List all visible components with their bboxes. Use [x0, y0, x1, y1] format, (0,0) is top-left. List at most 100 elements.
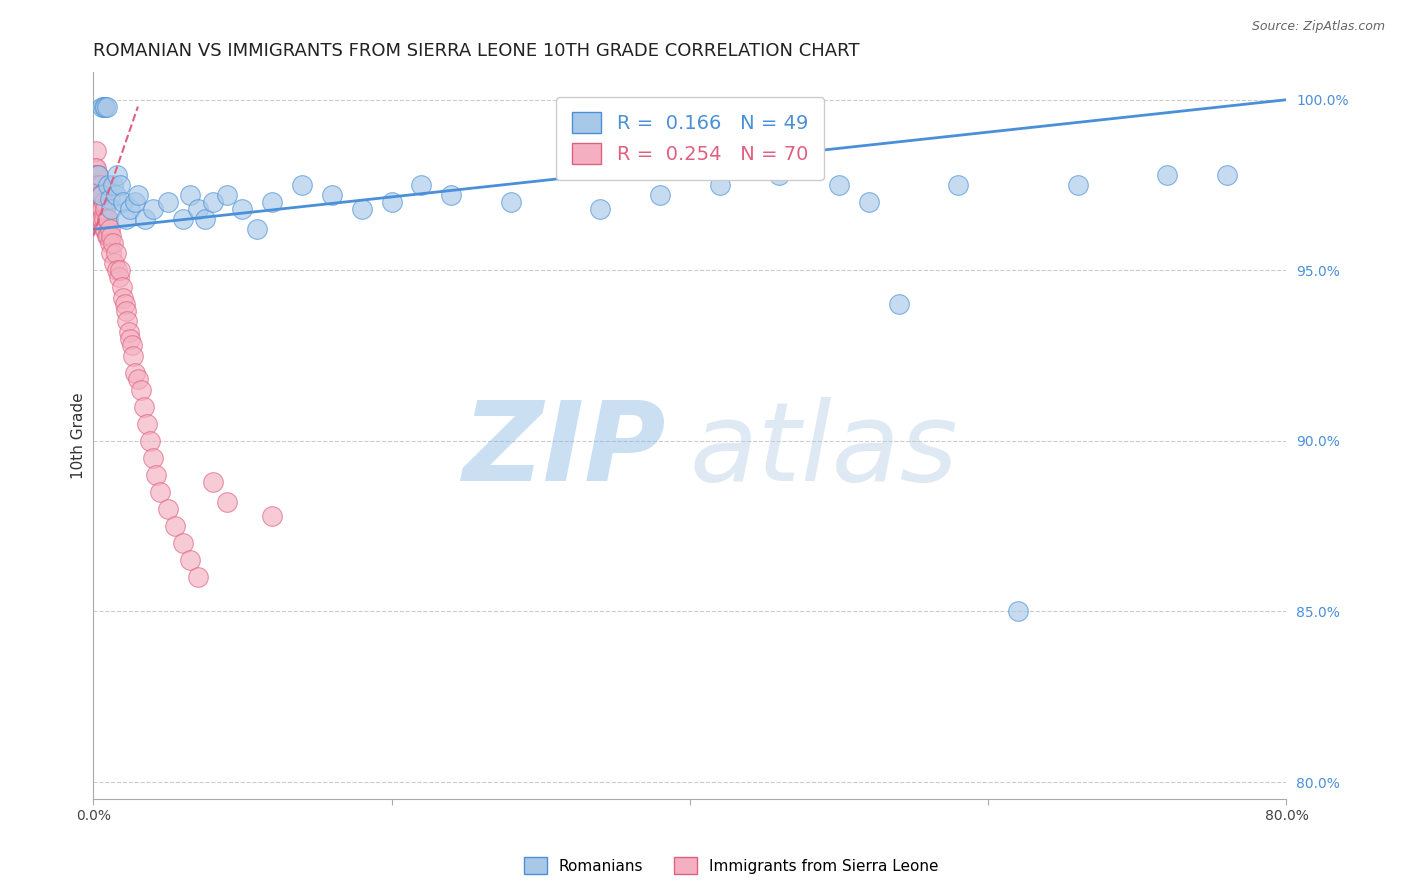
- Point: [145, 467, 167, 482]
- Point: [217, 188, 239, 202]
- Point: [101, 178, 124, 192]
- Point: [768, 168, 790, 182]
- Y-axis label: 10th Grade: 10th Grade: [72, 392, 86, 479]
- Point: [94, 202, 117, 216]
- Text: atlas: atlas: [690, 397, 959, 504]
- Point: [93, 212, 115, 227]
- Point: [179, 553, 201, 567]
- Point: [648, 188, 671, 202]
- Point: [91, 99, 114, 113]
- Legend: Romanians, Immigrants from Sierra Leone: Romanians, Immigrants from Sierra Leone: [517, 851, 945, 880]
- Point: [1066, 178, 1088, 192]
- Point: [83, 161, 105, 175]
- Point: [117, 314, 139, 328]
- Point: [97, 178, 120, 192]
- Point: [93, 222, 115, 236]
- Point: [217, 495, 239, 509]
- Point: [858, 195, 880, 210]
- Point: [187, 202, 209, 216]
- Point: [94, 99, 117, 113]
- Point: [96, 229, 118, 244]
- Point: [121, 338, 143, 352]
- Point: [104, 188, 127, 202]
- Point: [111, 291, 134, 305]
- Point: [172, 536, 194, 550]
- Point: [291, 178, 314, 192]
- Point: [142, 202, 165, 216]
- Point: [172, 212, 194, 227]
- Point: [1216, 168, 1239, 182]
- Point: [84, 144, 107, 158]
- Point: [86, 178, 108, 192]
- Point: [194, 212, 217, 227]
- Point: [1156, 168, 1178, 182]
- Point: [132, 400, 155, 414]
- Point: [114, 297, 136, 311]
- Point: [108, 263, 131, 277]
- Point: [104, 246, 127, 260]
- Point: [187, 570, 209, 584]
- Point: [97, 229, 120, 244]
- Point: [90, 188, 112, 202]
- Point: [411, 178, 433, 192]
- Point: [156, 195, 179, 210]
- Point: [115, 304, 138, 318]
- Point: [201, 195, 224, 210]
- Point: [231, 202, 253, 216]
- Point: [124, 195, 146, 210]
- Text: Source: ZipAtlas.com: Source: ZipAtlas.com: [1251, 20, 1385, 33]
- Point: [83, 188, 105, 202]
- Point: [589, 202, 612, 216]
- Point: [129, 383, 152, 397]
- Point: [90, 178, 112, 192]
- Point: [887, 297, 910, 311]
- Point: [100, 246, 122, 260]
- Point: [139, 434, 162, 448]
- Point: [91, 212, 114, 227]
- Point: [179, 188, 201, 202]
- Point: [127, 188, 149, 202]
- Point: [127, 372, 149, 386]
- Point: [156, 502, 179, 516]
- Point: [149, 485, 172, 500]
- Point: [246, 222, 269, 236]
- Point: [98, 235, 121, 250]
- Point: [100, 202, 122, 216]
- Point: [98, 222, 121, 236]
- Point: [93, 195, 115, 210]
- Point: [165, 519, 187, 533]
- Point: [93, 99, 115, 113]
- Point: [135, 417, 157, 431]
- Point: [84, 161, 107, 175]
- Point: [101, 235, 124, 250]
- Point: [96, 99, 118, 113]
- Point: [91, 188, 114, 202]
- Point: [115, 212, 138, 227]
- Point: [709, 178, 731, 192]
- Text: ROMANIAN VS IMMIGRANTS FROM SIERRA LEONE 10TH GRADE CORRELATION CHART: ROMANIAN VS IMMIGRANTS FROM SIERRA LEONE…: [93, 42, 859, 60]
- Point: [89, 188, 111, 202]
- Point: [350, 202, 373, 216]
- Point: [440, 188, 463, 202]
- Point: [120, 332, 142, 346]
- Legend: R =  0.166   N = 49, R =  0.254   N = 70: R = 0.166 N = 49, R = 0.254 N = 70: [557, 96, 824, 180]
- Point: [100, 229, 122, 244]
- Point: [499, 195, 522, 210]
- Point: [89, 178, 111, 192]
- Point: [97, 212, 120, 227]
- Point: [105, 263, 128, 277]
- Point: [96, 212, 118, 227]
- Point: [103, 256, 125, 270]
- Point: [262, 508, 284, 523]
- Point: [94, 222, 117, 236]
- Point: [122, 349, 145, 363]
- Point: [201, 475, 224, 489]
- Point: [262, 195, 284, 210]
- Point: [90, 188, 112, 202]
- Point: [83, 178, 105, 192]
- Point: [108, 178, 131, 192]
- Point: [86, 168, 108, 182]
- Point: [84, 168, 107, 182]
- Point: [110, 280, 132, 294]
- Point: [105, 168, 128, 182]
